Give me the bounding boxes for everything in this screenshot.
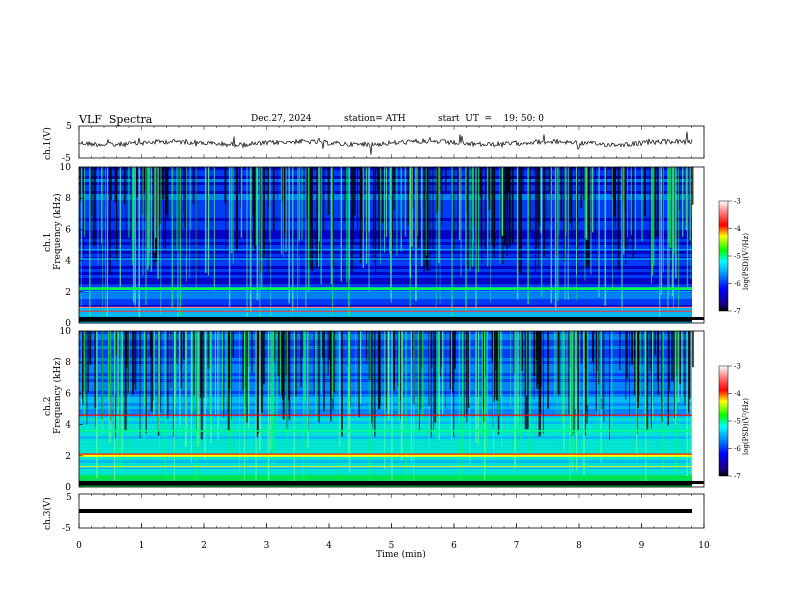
x-tick-label: 6 — [451, 541, 457, 551]
ch2-spec-frame — [78, 330, 705, 488]
colorbar-tick-label: -3 — [734, 363, 741, 371]
x-tick-label: 5 — [389, 541, 395, 551]
spec-ytick-label: 6 — [65, 389, 71, 399]
x-tick-label: 10 — [698, 541, 710, 551]
x-tick-label: 0 — [76, 541, 82, 551]
chart-title: VLF Spectra — [79, 113, 153, 126]
ch1-ylabel: ch.1(V) — [42, 127, 53, 160]
ch2-colorbar — [718, 365, 729, 477]
spec-ytick-label: 2 — [65, 452, 71, 462]
x-tick-label: 3 — [264, 541, 270, 551]
x-tick-label: 1 — [139, 541, 145, 551]
x-tick-label: 7 — [514, 541, 520, 551]
ch1-colorbar — [718, 200, 729, 312]
x-tick-label: 9 — [639, 541, 645, 551]
spec-ytick-label: 10 — [60, 163, 72, 173]
ch2-colorbar-label: log(PSD)(V²/Hz) — [742, 398, 750, 455]
spec-ytick-label: 8 — [65, 358, 71, 368]
colorbar-tick-label: -5 — [734, 418, 741, 426]
ch3-ytick-bottom: -5 — [62, 524, 71, 534]
ch3-ylabel: ch.3(V) — [42, 497, 53, 530]
ch1-colorbar-label: log(PSD)(V²/Hz) — [742, 233, 750, 290]
ch2-spec-ylabel: Frequency (kHz) — [52, 357, 63, 434]
spec-ytick-label: 8 — [65, 194, 71, 204]
ch2-spectrogram-image — [79, 331, 704, 488]
ch1-spec-ylabel-top: ch.1 — [43, 233, 53, 252]
colorbar-tick-label: -7 — [734, 473, 741, 481]
colorbar-tick-label: -5 — [734, 253, 741, 261]
station-label: station= ATH — [344, 114, 406, 124]
ch3-ytick-top: 5 — [66, 493, 72, 503]
colorbar-tick-label: -3 — [734, 198, 741, 206]
spec-ytick-label: 4 — [65, 257, 71, 267]
x-axis-label: Time (min) — [376, 549, 426, 560]
colorbar-tick-label: -6 — [734, 445, 741, 453]
ch1-ytick-bottom: -5 — [62, 154, 71, 164]
ch1-waveform-line — [78, 131, 693, 155]
spec-ytick-label: 0 — [65, 319, 71, 329]
spec-ytick-label: 10 — [60, 327, 72, 337]
spec-ytick-label: 0 — [65, 483, 71, 493]
spec-ytick-label: 2 — [65, 288, 71, 298]
ch1-spectrogram-image — [79, 167, 704, 324]
colorbar-tick-label: -7 — [734, 308, 741, 316]
spec-ytick-label: 4 — [65, 421, 71, 431]
x-tick-label: 2 — [201, 541, 207, 551]
ch2-spec-ylabel-top: ch.2 — [43, 397, 53, 416]
date-label: Dec.27, 2024 — [251, 114, 312, 124]
x-tick-label: 4 — [326, 541, 332, 551]
ch3-waveform-line — [79, 509, 692, 513]
ch1-panel: 5 -5 ch.1(V) — [42, 122, 705, 164]
ch1-spec-frame — [78, 166, 705, 324]
colorbar-tick-label: -4 — [734, 225, 741, 233]
ch3-panel: 5 -5 ch.3(V) 0 1 2 3 4 5 6 7 8 9 10 Time (min) — [42, 126, 710, 560]
ch1-ytick-top: 5 — [66, 122, 72, 132]
x-tick-label: 8 — [576, 541, 582, 551]
ch1-spec-ylabel: Frequency (kHz) — [52, 193, 63, 270]
ch1-frame — [78, 125, 705, 159]
start-time-label: start UT = 19: 50: 0 — [438, 114, 544, 124]
colorbar-tick-label: -4 — [734, 390, 741, 398]
spec-ytick-label: 6 — [65, 225, 71, 235]
colorbar-tick-label: -6 — [734, 280, 741, 288]
